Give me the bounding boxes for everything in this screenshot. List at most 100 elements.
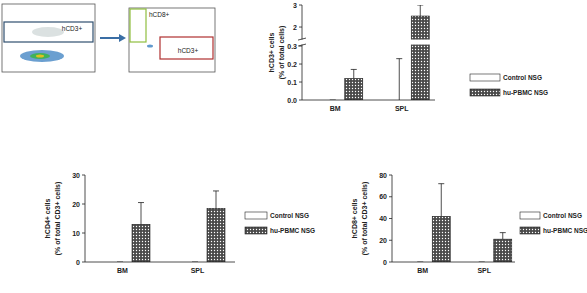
- y-tick: [389, 240, 392, 241]
- error-cap: [500, 232, 506, 233]
- arrow: [100, 37, 119, 39]
- y-tick-label: 80: [379, 172, 387, 179]
- legend-swatch: [520, 227, 540, 234]
- y-tick-label: 0: [383, 259, 387, 266]
- y-tick-label: 0.1: [287, 79, 297, 86]
- y-tick-label: 60: [379, 193, 387, 200]
- error-line: [353, 69, 354, 78]
- cell-population: [36, 55, 44, 58]
- legend: Control NSG hu-PBMC NSG: [470, 74, 548, 96]
- break-mark: [298, 44, 306, 46]
- break-mark: [298, 38, 306, 40]
- bar-chart: BMSPL0.00.10.20.323hCD3+ cells(% of tota…: [268, 2, 548, 113]
- error-bar: [438, 184, 444, 217]
- error-cap: [417, 5, 423, 6]
- y-axis-label: (% of total CD3+ cells): [54, 182, 62, 256]
- y-tick: [299, 46, 302, 47]
- category-label: BM: [117, 267, 128, 274]
- error-line: [420, 5, 421, 16]
- flow-panels: hCD3+ hCD8+ hCD3+: [2, 4, 215, 72]
- flow-plot-frame: [2, 4, 95, 72]
- legend-swatch: [245, 212, 267, 219]
- y-tick: [299, 82, 302, 83]
- error-cap: [396, 58, 402, 59]
- y-tick: [299, 64, 302, 65]
- error-cap: [351, 69, 357, 70]
- legend-label: hu-PBMC NSG: [270, 227, 315, 234]
- figure: hCD3+ hCD8+ hCD3+ BM SPL 0.0 0.1 0.2 0.3 2 3 hCD3+ …: [0, 0, 587, 293]
- y-axis: [85, 175, 86, 262]
- x-axis: [392, 262, 515, 263]
- bar: [132, 224, 150, 262]
- y-tick-label: 2: [293, 24, 297, 31]
- bar: [345, 78, 363, 100]
- legend-swatch: [520, 212, 540, 219]
- gate-label: hCD3+: [178, 47, 199, 54]
- gate: [160, 37, 213, 59]
- error-bar: [396, 59, 402, 100]
- bar: [494, 239, 512, 262]
- y-axis: [302, 5, 303, 100]
- y-tick-label: 0.0: [287, 97, 297, 104]
- y-tick: [299, 5, 302, 6]
- legend-label: Control NSG: [270, 212, 309, 219]
- cell-population: [147, 45, 153, 48]
- cell-population: [30, 53, 50, 59]
- marks: [117, 191, 225, 262]
- y-tick: [82, 233, 85, 234]
- x-axis: [302, 100, 435, 101]
- error-cap: [213, 190, 219, 191]
- cell-population: [20, 50, 64, 62]
- y-axis-label: hCD4+ cells: [44, 198, 51, 238]
- y-tick: [389, 196, 392, 197]
- flow-plot-frame: [129, 8, 215, 72]
- y-tick: [299, 27, 302, 28]
- gate: [130, 9, 146, 42]
- category-label: BM: [417, 267, 428, 274]
- category-label: SPL: [395, 105, 409, 112]
- category-label: BM: [330, 105, 341, 112]
- gate: [4, 22, 93, 42]
- y-tick-label: 3: [293, 2, 297, 9]
- bar: [207, 208, 225, 262]
- y-tick-label: 20: [72, 201, 80, 208]
- legend-label: hu-PBMC NSG: [503, 89, 548, 96]
- y-tick-label: 10: [72, 230, 80, 237]
- error-bar: [417, 5, 423, 16]
- marks: [417, 184, 512, 262]
- bar-chart: BMSPL020406080hCD8+ cells(% of total CD3…: [351, 172, 587, 275]
- marks: [330, 5, 430, 100]
- legend-label: Control NSG: [503, 74, 542, 81]
- y-axis-label: (% of total cells): [278, 26, 286, 80]
- y-tick: [389, 218, 392, 219]
- y-tick-label: 0: [76, 259, 80, 266]
- error-line: [502, 233, 503, 240]
- legend-swatch: [470, 89, 500, 96]
- gate-label: hCD8+: [149, 11, 170, 18]
- legend-swatch: [470, 74, 500, 81]
- legend: Control NSG hu-PBMC NSG: [245, 212, 315, 234]
- y-tick-label: 20: [379, 237, 387, 244]
- y-tick-label: 40: [379, 215, 387, 222]
- error-cap: [438, 183, 444, 184]
- category-label: SPL: [477, 267, 491, 274]
- bar-chart: BMSPL0102030hCD4+ cells(% of total CD3+ …: [44, 172, 315, 275]
- y-tick-label: 0.2: [287, 61, 297, 68]
- legend-label: hu-PBMC NSG: [543, 227, 587, 234]
- error-cap: [138, 202, 144, 203]
- arrow-head: [119, 34, 126, 42]
- error-line: [216, 191, 217, 208]
- error-line: [399, 59, 400, 100]
- gate-label: hCD3+: [62, 25, 83, 32]
- error-bar: [500, 233, 506, 240]
- error-bar: [351, 69, 357, 78]
- y-tick: [299, 100, 302, 101]
- y-tick-label: 0.3: [287, 43, 297, 50]
- error-bar: [138, 203, 144, 225]
- legend-swatch: [245, 227, 267, 234]
- bar: [432, 216, 450, 262]
- bar: [411, 16, 429, 100]
- y-tick-label: 30: [72, 172, 80, 179]
- cell-scatter: [32, 27, 64, 37]
- error-line: [441, 184, 442, 217]
